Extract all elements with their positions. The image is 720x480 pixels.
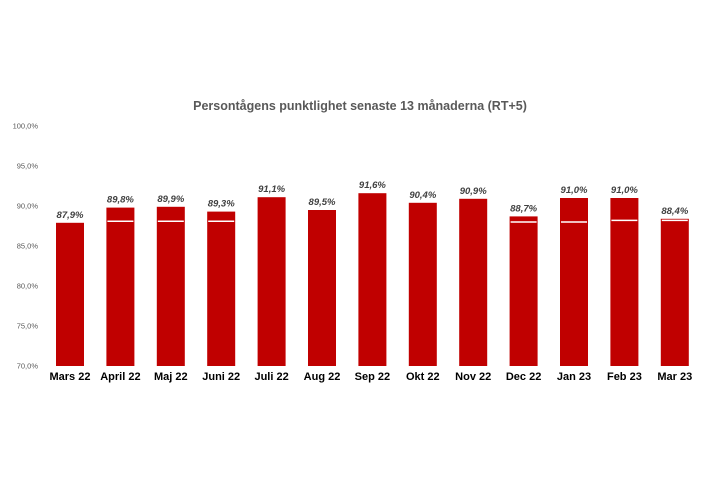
data-label: 91,6% xyxy=(359,180,386,191)
data-label: 88,4% xyxy=(661,206,688,217)
x-tick-label: Juni 22 xyxy=(202,371,240,383)
reference-marks xyxy=(107,219,688,223)
x-tick-label: Jan 23 xyxy=(557,371,591,383)
y-tick-label: 90,0% xyxy=(17,202,39,211)
x-tick-label: Mar 23 xyxy=(657,371,692,383)
x-tick-label: April 22 xyxy=(100,371,140,383)
bar xyxy=(308,210,336,366)
x-tick-label: Juli 22 xyxy=(254,371,288,383)
bar xyxy=(660,218,689,366)
data-label: 90,4% xyxy=(409,190,436,201)
bars xyxy=(56,193,689,366)
data-label: 88,7% xyxy=(510,203,537,214)
data-label: 89,9% xyxy=(157,194,184,205)
y-tick-label: 70,0% xyxy=(17,362,39,371)
chart-title: Persontågens punktlighet senaste 13 måna… xyxy=(193,99,527,113)
bar xyxy=(509,216,538,366)
bar xyxy=(207,211,236,366)
bar xyxy=(610,198,639,366)
x-tick-label: Maj 22 xyxy=(154,371,188,383)
data-labels: 87,9% 89,8% 89,9% 89,3% 91,1% 89,5% 91,6% 90,4%… xyxy=(57,180,689,221)
data-label: 91,1% xyxy=(258,184,285,195)
x-tick-label: Mars 22 xyxy=(50,371,91,383)
x-axis: Mars 22 April 22 Maj 22 Juni 22 Juli 22 Aug 2… xyxy=(50,371,693,383)
y-tick-label: 80,0% xyxy=(17,282,39,291)
data-label: 89,5% xyxy=(309,197,336,208)
data-label: 89,8% xyxy=(107,195,134,206)
bar xyxy=(560,198,588,366)
data-label: 91,0% xyxy=(561,185,588,196)
bar xyxy=(358,193,387,366)
bar xyxy=(106,207,135,366)
bar xyxy=(408,202,437,366)
data-label: 89,3% xyxy=(208,199,235,210)
data-label: 87,9% xyxy=(57,210,84,221)
x-tick-label: Feb 23 xyxy=(607,371,642,383)
data-label: 91,0% xyxy=(611,185,638,196)
y-axis: 70,0% 75,0% 80,0% 85,0% 90,0% 95,0% 100,0% xyxy=(13,122,39,371)
bar xyxy=(156,206,185,366)
y-tick-label: 75,0% xyxy=(17,322,39,331)
x-tick-label: Aug 22 xyxy=(304,371,341,383)
x-tick-label: Nov 22 xyxy=(455,371,491,383)
bar xyxy=(257,197,286,366)
x-tick-label: Dec 22 xyxy=(506,371,541,383)
y-tick-label: 95,0% xyxy=(17,162,39,171)
x-tick-label: Okt 22 xyxy=(406,371,440,383)
data-label: 90,9% xyxy=(460,186,487,197)
y-tick-label: 85,0% xyxy=(17,242,39,251)
bar xyxy=(56,222,84,366)
x-tick-label: Sep 22 xyxy=(355,371,390,383)
bar xyxy=(459,198,488,366)
y-tick-label: 100,0% xyxy=(13,122,39,131)
